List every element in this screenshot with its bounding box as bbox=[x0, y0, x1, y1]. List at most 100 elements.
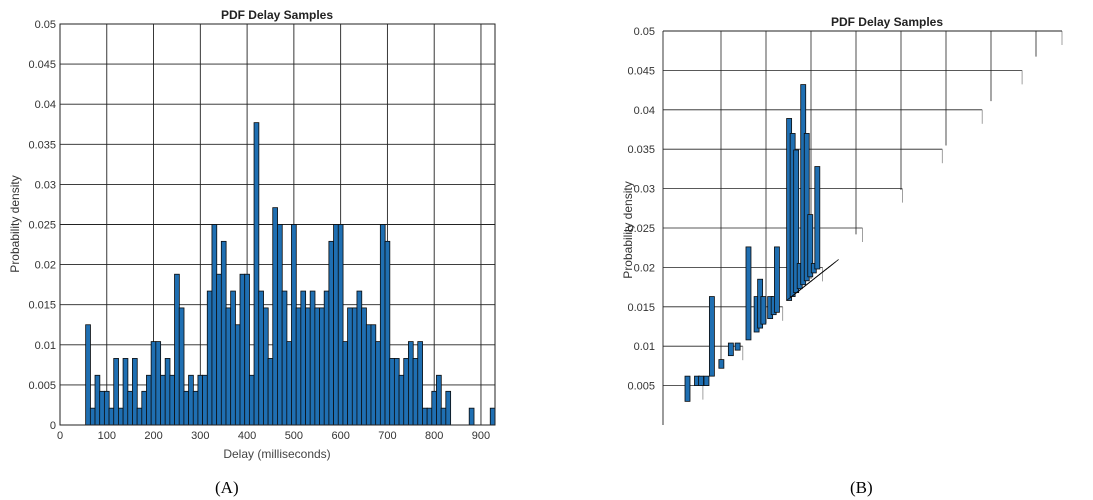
histogram-bar bbox=[267, 358, 274, 426]
histogram-bar bbox=[300, 290, 307, 426]
histogram-bar bbox=[146, 374, 152, 426]
histogram-bar bbox=[379, 224, 386, 426]
histogram-bar bbox=[319, 307, 325, 426]
histogram-chart-b: 0.005 0.01 0.015 0.02 0.025 0.03 0.035 0.04 0.04… bbox=[621, 15, 1063, 425]
histogram-bar bbox=[426, 407, 433, 426]
y-tick-label: 0.045 bbox=[627, 65, 655, 77]
histogram-bar bbox=[277, 224, 283, 426]
histogram-bar bbox=[216, 273, 222, 426]
histogram-bar bbox=[389, 358, 395, 426]
y-tick-label: 0.045 bbox=[28, 59, 56, 71]
y-tick-label: 0.025 bbox=[627, 223, 655, 235]
histogram-bar bbox=[281, 290, 288, 426]
histogram-bar bbox=[727, 342, 734, 357]
histogram-bar bbox=[718, 359, 725, 369]
y-tick-label: 0.025 bbox=[28, 220, 56, 232]
y-tick-label: 0.005 bbox=[28, 380, 56, 392]
histogram-bar bbox=[108, 407, 115, 426]
y-tick-label: 0 bbox=[50, 420, 56, 432]
histogram-bar bbox=[258, 290, 264, 426]
histogram-bar bbox=[333, 224, 339, 426]
histogram-bar bbox=[230, 290, 236, 426]
histogram-bar bbox=[417, 341, 423, 426]
x-tick-label: 0 bbox=[57, 430, 63, 442]
histogram-bar bbox=[370, 324, 377, 426]
chart-b-grid bbox=[662, 30, 1063, 425]
x-tick-label: 400 bbox=[238, 430, 256, 442]
caption-a: (A) bbox=[215, 478, 239, 497]
histogram-bar bbox=[164, 358, 171, 426]
histogram-bar bbox=[225, 307, 232, 426]
histogram-bar bbox=[244, 273, 250, 426]
histogram-bar bbox=[234, 324, 241, 426]
histogram-bar bbox=[393, 358, 400, 426]
histogram-bar bbox=[155, 341, 162, 426]
histogram-bar bbox=[160, 374, 166, 426]
histogram-bar bbox=[440, 407, 447, 426]
histogram-bar bbox=[136, 407, 143, 426]
histogram-bar bbox=[141, 390, 148, 426]
x-tick-label: 900 bbox=[472, 430, 490, 442]
x-tick-label: 500 bbox=[285, 430, 303, 442]
histogram-bar bbox=[347, 307, 353, 426]
histogram-bar bbox=[178, 307, 185, 426]
histogram-bar bbox=[89, 407, 96, 426]
chart-b-bars bbox=[684, 84, 839, 402]
histogram-bar bbox=[361, 307, 367, 426]
histogram-bar bbox=[220, 240, 227, 426]
chart-a-axes-box bbox=[59, 23, 496, 426]
histogram-chart-a: 0 100 200 300 400 500 600 700 800 900 0 0.005 0.01 0.… bbox=[8, 8, 496, 461]
x-tick-label: 300 bbox=[191, 430, 209, 442]
y-tick-label: 0.03 bbox=[35, 179, 56, 191]
histogram-bar bbox=[436, 374, 442, 426]
histogram-bar bbox=[85, 324, 91, 426]
histogram-bar bbox=[342, 341, 349, 426]
histogram-bar bbox=[703, 375, 710, 387]
chart-a-ticks: 0 100 200 300 400 500 600 700 800 900 0 0.005 0.01 0.… bbox=[28, 19, 490, 442]
histogram-bar bbox=[337, 224, 344, 426]
histogram-bar bbox=[422, 407, 428, 426]
y-tick-label: 0.05 bbox=[634, 26, 655, 38]
histogram-bar bbox=[286, 341, 293, 426]
histogram-bar bbox=[150, 341, 157, 426]
histogram-bar bbox=[305, 307, 311, 426]
histogram-bar bbox=[253, 122, 260, 426]
chart-a-title: PDF Delay Samples bbox=[221, 8, 333, 22]
histogram-bar bbox=[291, 224, 297, 426]
histogram-bar bbox=[734, 342, 741, 351]
histogram-bar bbox=[708, 296, 715, 377]
histogram-bar bbox=[206, 290, 213, 426]
y-tick-label: 0.05 bbox=[35, 19, 56, 31]
histogram-bar bbox=[103, 390, 110, 426]
histogram-bar bbox=[197, 374, 204, 426]
y-tick-label: 0.01 bbox=[634, 341, 655, 353]
histogram-bar bbox=[211, 224, 218, 426]
histogram-bar bbox=[803, 133, 810, 282]
histogram-bar bbox=[407, 341, 414, 426]
histogram-bar bbox=[314, 307, 321, 426]
bar-shear-stripe bbox=[828, 259, 839, 268]
histogram-bar bbox=[323, 290, 330, 426]
histogram-bar bbox=[745, 246, 752, 341]
y-tick-label: 0.02 bbox=[634, 262, 655, 274]
y-tick-label: 0.015 bbox=[28, 300, 56, 312]
histogram-bar bbox=[262, 307, 269, 426]
chart-b-ticks: 0.005 0.01 0.015 0.02 0.025 0.03 0.035 0.04 0.04… bbox=[627, 26, 655, 393]
histogram-bar bbox=[351, 307, 358, 426]
histogram-bar bbox=[169, 374, 176, 426]
histogram-bar bbox=[239, 273, 246, 426]
histogram-bar bbox=[248, 374, 255, 426]
histogram-bar bbox=[365, 324, 372, 426]
y-tick-label: 0.035 bbox=[28, 139, 56, 151]
histogram-bar bbox=[814, 166, 821, 270]
histogram-bar bbox=[431, 390, 438, 426]
y-tick-label: 0.01 bbox=[35, 340, 56, 352]
histogram-bar bbox=[356, 290, 363, 426]
x-tick-label: 800 bbox=[425, 430, 443, 442]
histogram-bar bbox=[174, 273, 180, 426]
y-tick-label: 0.02 bbox=[35, 260, 56, 272]
chart-a-bars bbox=[85, 122, 496, 426]
histogram-bar bbox=[272, 207, 278, 426]
histogram-bar bbox=[192, 390, 199, 426]
y-tick-label: 0.04 bbox=[634, 105, 655, 117]
